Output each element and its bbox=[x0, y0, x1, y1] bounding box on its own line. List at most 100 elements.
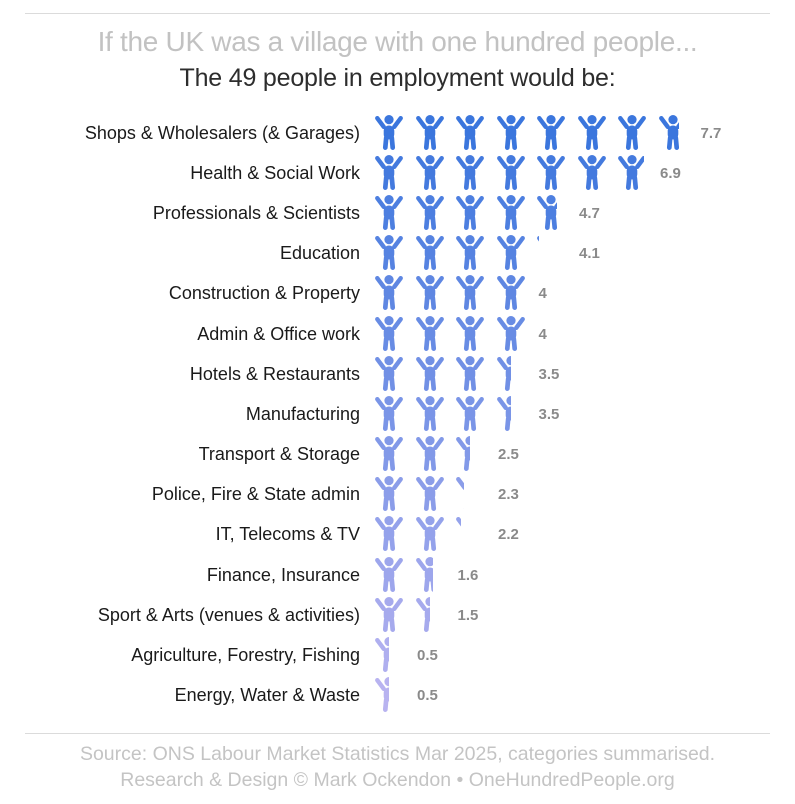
category-label: Sport & Arts (venues & activities) bbox=[97, 604, 360, 625]
person-glyph bbox=[537, 154, 565, 190]
person-icon-partial bbox=[536, 235, 566, 272]
person-glyph bbox=[456, 315, 484, 351]
icon-group bbox=[374, 194, 566, 232]
icon-group bbox=[374, 355, 526, 393]
person-icon-clip bbox=[577, 114, 607, 152]
person-icon-partial bbox=[536, 194, 566, 232]
person-icon-partial bbox=[617, 154, 647, 192]
person-icon bbox=[455, 194, 485, 232]
person-icon-clip bbox=[415, 556, 433, 594]
person-glyph bbox=[375, 476, 403, 512]
person-icon-partial bbox=[374, 677, 404, 714]
person-icon-clip bbox=[496, 355, 511, 393]
pictogram-chart: Shops & Wholesalers (& Garages) 7.7 Health… bbox=[0, 113, 795, 716]
person-icon-clip bbox=[374, 556, 404, 594]
chart-row: Professionals & Scientists 4.7 bbox=[0, 193, 795, 233]
person-icon bbox=[415, 114, 445, 152]
person-icon-clip bbox=[496, 235, 526, 272]
person-icon bbox=[617, 114, 647, 152]
person-glyph bbox=[537, 114, 565, 150]
person-glyph bbox=[375, 436, 403, 472]
person-glyph bbox=[456, 517, 461, 527]
person-icon bbox=[415, 476, 445, 513]
person-glyph bbox=[375, 235, 403, 271]
person-icon-clip bbox=[455, 476, 464, 513]
category-label: Admin & Office work bbox=[197, 323, 360, 344]
person-icon-clip bbox=[455, 395, 485, 433]
person-glyph bbox=[577, 114, 606, 150]
person-icon-clip bbox=[374, 194, 404, 232]
person-icon-clip bbox=[415, 596, 430, 634]
category-label: Hotels & Restaurants bbox=[189, 363, 360, 384]
value-label: 3.5 bbox=[538, 405, 560, 423]
person-icon-clip bbox=[374, 436, 404, 473]
person-glyph bbox=[415, 395, 444, 431]
person-icon bbox=[374, 114, 404, 152]
person-icon bbox=[455, 114, 485, 152]
value-label: 7.7 bbox=[700, 124, 722, 142]
value-label: 2.5 bbox=[498, 446, 519, 464]
person-glyph bbox=[415, 275, 444, 311]
person-icon bbox=[374, 516, 404, 553]
person-glyph bbox=[618, 154, 644, 190]
person-icon-partial bbox=[496, 395, 526, 433]
person-icon-partial bbox=[455, 436, 485, 473]
person-icon bbox=[374, 235, 404, 272]
icon-group bbox=[374, 114, 688, 152]
person-glyph bbox=[496, 114, 525, 150]
person-icon bbox=[455, 275, 485, 312]
person-glyph bbox=[456, 477, 464, 510]
person-icon bbox=[496, 235, 526, 272]
category-label: Energy, Water & Waste bbox=[174, 685, 360, 706]
person-glyph bbox=[496, 154, 525, 190]
person-glyph bbox=[456, 114, 484, 150]
value-label: 4.1 bbox=[579, 245, 600, 263]
person-glyph bbox=[415, 235, 444, 271]
person-icon bbox=[415, 315, 445, 353]
chart-row: Shops & Wholesalers (& Garages) 7.7 bbox=[0, 113, 795, 153]
category-label: Health & Social Work bbox=[190, 162, 360, 183]
person-icon-clip bbox=[455, 235, 485, 272]
value-label: 2.3 bbox=[498, 486, 519, 504]
person-icon-partial bbox=[658, 114, 688, 152]
person-icon-clip bbox=[415, 194, 445, 232]
chart-row: Admin & Office work 4 bbox=[0, 314, 795, 354]
person-glyph bbox=[496, 315, 525, 351]
person-glyph bbox=[375, 516, 403, 552]
person-icon-clip bbox=[496, 315, 526, 353]
person-icon bbox=[577, 154, 607, 192]
person-glyph bbox=[415, 315, 444, 351]
person-icon-clip bbox=[415, 436, 445, 473]
person-icon-clip bbox=[415, 355, 445, 393]
category-label: IT, Telecoms & TV bbox=[215, 524, 360, 545]
person-icon-clip bbox=[374, 315, 404, 353]
person-glyph bbox=[537, 236, 539, 242]
person-icon-clip bbox=[536, 114, 566, 152]
person-icon-clip bbox=[577, 154, 607, 192]
person-icon-partial bbox=[455, 516, 485, 553]
category-label: Agriculture, Forestry, Fishing bbox=[131, 645, 360, 666]
person-icon-clip bbox=[415, 315, 445, 353]
person-icon-clip bbox=[415, 516, 445, 553]
person-icon-clip bbox=[374, 637, 389, 674]
person-icon bbox=[496, 194, 526, 232]
icon-group bbox=[374, 476, 485, 513]
person-icon bbox=[374, 556, 404, 594]
person-icon-clip bbox=[455, 194, 485, 232]
person-glyph bbox=[375, 596, 403, 632]
chart-row: Hotels & Restaurants 3.5 bbox=[0, 354, 795, 394]
person-glyph bbox=[415, 516, 444, 552]
person-icon-clip bbox=[415, 476, 445, 513]
person-icon bbox=[455, 235, 485, 272]
person-icon-clip bbox=[415, 275, 445, 312]
person-icon-clip bbox=[455, 154, 485, 192]
person-icon bbox=[415, 516, 445, 553]
category-label: Professionals & Scientists bbox=[152, 202, 360, 223]
person-icon-clip bbox=[415, 235, 445, 272]
person-icon-clip bbox=[374, 154, 404, 192]
person-glyph bbox=[415, 114, 444, 150]
person-icon bbox=[374, 275, 404, 312]
person-glyph bbox=[415, 355, 444, 391]
person-glyph bbox=[375, 355, 403, 391]
